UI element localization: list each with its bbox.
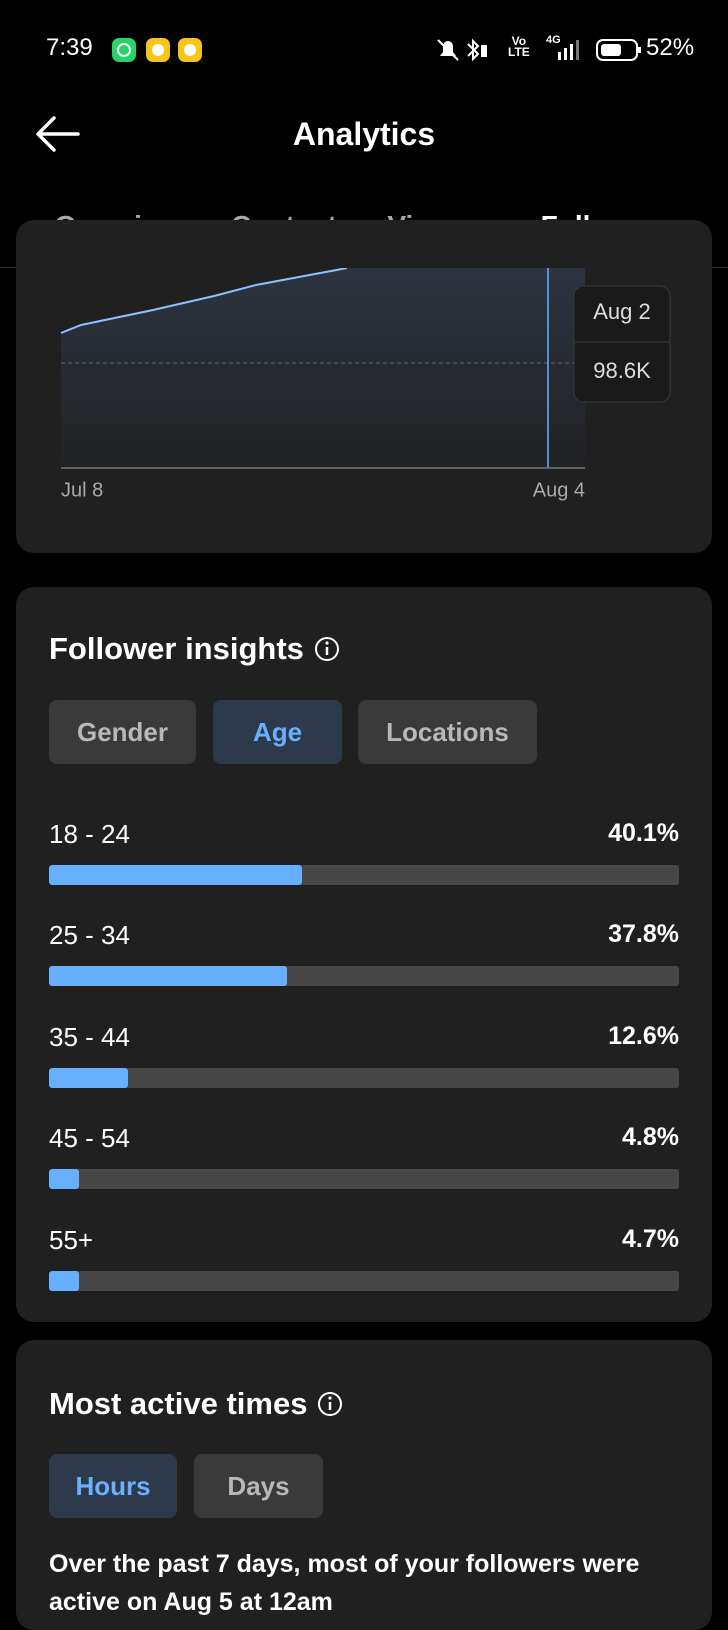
status-signal-type: 4G <box>546 34 561 46</box>
status-battery <box>596 39 641 61</box>
header-title: Analytics <box>292 116 436 152</box>
status-icons <box>437 38 487 62</box>
chart-x-start: Jul 8 <box>61 479 103 501</box>
age-label: 35 - 44 <box>49 1021 130 1052</box>
status-time: 7:39 <box>46 34 93 61</box>
bar <box>49 865 302 885</box>
filter-chip[interactable]: Hours <box>49 1454 177 1518</box>
info-icon[interactable] <box>317 1391 343 1417</box>
bar-track <box>49 1270 679 1291</box>
info-icon[interactable] <box>314 636 340 662</box>
status-app-icons <box>112 38 202 62</box>
age-label: 45 - 54 <box>49 1123 130 1154</box>
status-network-top: Vo <box>511 34 527 48</box>
bar-track <box>49 1169 679 1190</box>
bar-track <box>49 966 679 987</box>
age-label: 55+ <box>49 1224 94 1255</box>
most-active-summary: Over the past 7 days, most of your follo… <box>49 1550 640 1616</box>
filter-chip[interactable]: Gender <box>49 700 196 764</box>
most-active-heading: Most active times <box>49 1386 343 1422</box>
bar <box>49 1169 80 1190</box>
follower-insights-card: Follower insights Gender Age Locations 18 -… <box>16 587 712 1322</box>
bar-track <box>49 1067 679 1088</box>
filter-chip[interactable]: Locations <box>358 700 537 764</box>
age-value: 12.6% <box>608 1021 679 1050</box>
chart-line <box>60 268 348 334</box>
age-value: 40.1% <box>608 819 679 847</box>
chart-tooltip <box>573 285 671 403</box>
chart-area <box>61 268 585 468</box>
bar <box>49 966 288 987</box>
bar <box>49 1067 129 1088</box>
filter-chip[interactable]: Age <box>213 700 342 764</box>
age-value: 4.7% <box>622 1224 679 1253</box>
followers-chart-card: Jul 8 Aug 4 Aug 2 98.6K <box>16 220 712 553</box>
bar-track <box>49 865 679 885</box>
age-value: 4.8% <box>622 1123 679 1152</box>
follower-insights-heading: Follower insights <box>49 631 340 667</box>
most-active-title: Most active times <box>49 1386 308 1421</box>
status-signal <box>558 40 579 60</box>
followers-chart: Jul 8 Aug 4 Aug 2 98.6K <box>60 268 671 501</box>
status-network: Vo LTE <box>508 34 530 59</box>
chart-x-end: Aug 4 <box>533 479 585 501</box>
age-value: 37.8% <box>608 920 679 949</box>
chart-tooltip-value: 98.6K <box>593 358 651 383</box>
back-button[interactable] <box>34 114 82 154</box>
chart-tooltip-date: Aug 2 <box>593 299 651 324</box>
status-network-bottom: LTE <box>508 45 530 59</box>
bar <box>49 1270 79 1291</box>
filter-chip[interactable]: Days <box>194 1454 323 1518</box>
age-label: 18 - 24 <box>49 819 130 849</box>
follower-insights-title: Follower insights <box>49 631 304 666</box>
most-active-times-card: Most active times Over the past 7 days, … <box>16 1340 712 1630</box>
age-label: 25 - 34 <box>49 920 130 951</box>
status-battery-level: 52% <box>646 34 695 61</box>
